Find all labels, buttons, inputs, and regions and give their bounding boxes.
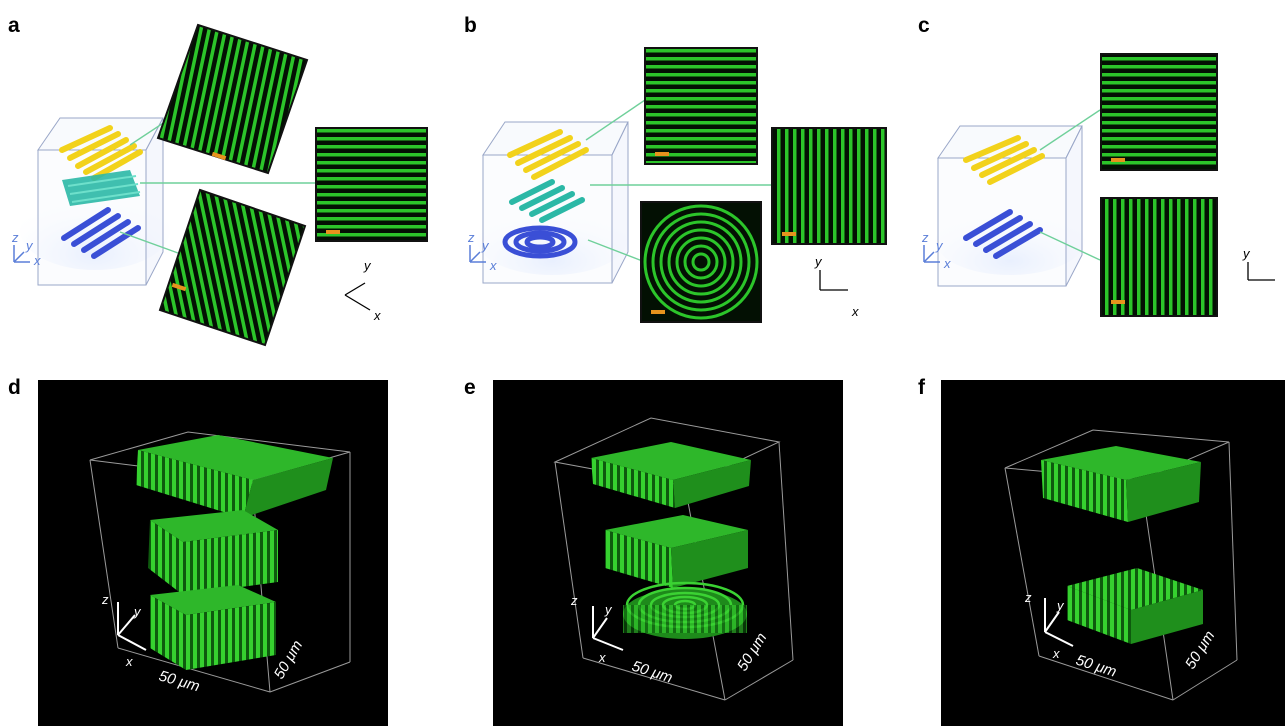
panel-d-axis-x: x [125,654,133,669]
panel-b-axis-y-blue: y [481,238,490,253]
panel-d-axis-y: y [133,604,142,619]
panel-f-axis-z: z [1024,590,1032,605]
panel-label-c: c [918,14,930,37]
axis-label-z: z [11,230,19,245]
panel-e-scale-horizontal: 50 μm [630,658,675,687]
panel-e-axis-z: z [570,593,578,608]
panel-f-axis-y: y [1056,598,1065,613]
panel-f-3d-render: z y x 50 μm 50 μm [941,380,1285,726]
panel-d-axis-z: z [101,592,109,607]
panel-c-axis-y: y [1242,246,1251,261]
panel-f-scale-horizontal: 50 μm [1074,652,1119,681]
panel-a-axis-x: x [373,308,381,323]
panel-e-axis-x: x [598,650,606,665]
panel-a-cube: z y x [11,117,170,286]
panel-b-cube: z y x [467,121,629,284]
panel-c-connectors [1039,109,1101,261]
panel-c-micrograph-top [1100,53,1218,171]
panel-b-axes [819,270,848,291]
panel-b-micrograph-right [771,127,887,245]
panel-b-axis-y: y [814,254,823,269]
top-row-schematics: z y x y x [11,23,1275,347]
panel-a-axes [344,282,371,311]
panel-label-b: b [464,14,477,37]
panel-label-d: d [8,376,21,399]
panel-b-connectors [585,99,772,263]
panel-label-a: a [8,14,20,37]
panel-f-axis-x: x [1052,646,1060,661]
panel-a-micrograph-right [315,127,428,242]
panel-b-axis-z-blue: z [467,230,475,245]
panel-c-axes [1247,262,1275,281]
panel-a-axis-y: y [363,258,372,273]
panel-d-3d-render: z y x 50 μm 50 μm [38,380,388,726]
panel-e-3d-render: z y x 50 μm 50 μm [493,380,843,726]
axis-label-y: y [25,238,34,253]
panel-e-scale-vertical: 50 μm [734,630,770,674]
panel-b-axis-x: x [851,304,859,319]
panel-c-axis-x-blue: x [943,256,951,271]
panel-b-axis-x-blue: x [489,258,497,273]
panel-c-cube: z y x [921,125,1085,287]
panel-b-micrograph-top [644,47,758,165]
panel-label-f: f [918,376,925,399]
panel-a-micrograph-top [156,23,309,175]
panel-d-scale-vertical: 50 μm [271,637,307,682]
panel-e-axis-y: y [604,602,613,617]
panel-label-e: e [464,376,476,399]
axis-label-x: x [33,253,41,268]
panel-b-micrograph-bottom [640,201,762,323]
panel-d-scale-horizontal: 50 μm [157,668,202,696]
panel-a-micrograph-bottom [158,188,307,347]
panel-f-scale-vertical: 50 μm [1182,628,1218,672]
panel-c-axis-z-blue: z [921,230,929,245]
panel-c-micrograph-bottom [1100,197,1218,317]
panel-c-axis-y-blue: y [935,238,944,253]
